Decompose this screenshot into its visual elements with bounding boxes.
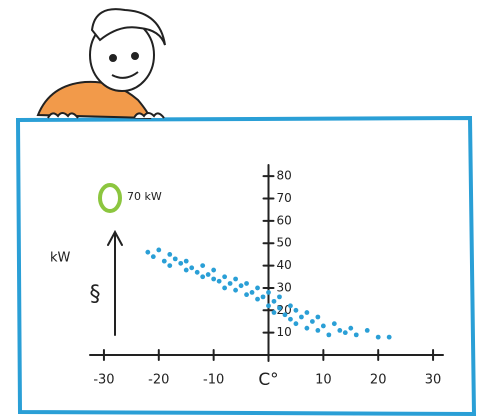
point [271, 310, 277, 315]
point [260, 294, 266, 300]
point [309, 319, 315, 324]
point [200, 263, 206, 268]
point [375, 334, 381, 340]
point [249, 290, 255, 295]
point [145, 249, 151, 255]
x-tick-label: -30 [93, 373, 114, 388]
point [161, 258, 167, 264]
point [271, 298, 277, 304]
up-arrow [107, 229, 123, 336]
point [266, 290, 271, 295]
point [183, 267, 189, 273]
point [364, 328, 370, 333]
point [183, 258, 189, 264]
point [348, 325, 354, 331]
point [216, 278, 222, 284]
x-tick-label: -10 [203, 373, 224, 388]
point [304, 325, 310, 331]
point [189, 265, 195, 271]
point [211, 276, 217, 282]
point [200, 274, 206, 280]
point [227, 281, 233, 286]
point [315, 314, 321, 320]
point [315, 328, 321, 333]
point [233, 287, 238, 293]
x-tick-label: 30 [425, 373, 442, 388]
point [222, 274, 228, 280]
point [277, 305, 282, 311]
point [255, 296, 260, 302]
boy-sketch [36, 8, 166, 120]
x-axis-label: C° [258, 370, 278, 390]
point [293, 307, 299, 313]
y-tick-label: 60 [277, 213, 292, 227]
y-tick-label: 30 [277, 280, 292, 294]
green-circle [98, 183, 122, 213]
y-tick-label: 80 [277, 169, 292, 183]
y-tick-label: 10 [277, 325, 292, 339]
point [337, 328, 343, 333]
x-tick-label: -20 [148, 373, 169, 388]
frame [15, 115, 477, 417]
y-tick-label: 50 [277, 236, 292, 250]
point [222, 285, 228, 291]
x-tick-label: 20 [370, 373, 387, 388]
point [299, 314, 304, 320]
point [277, 294, 282, 300]
point [238, 283, 244, 289]
point [304, 310, 310, 315]
y-tick-label: 70 [277, 191, 292, 205]
point [194, 269, 200, 275]
point [353, 332, 359, 338]
point [244, 292, 249, 298]
point [255, 285, 260, 291]
point [178, 260, 184, 266]
point [288, 303, 293, 309]
annotation: § [90, 282, 101, 307]
point [150, 254, 156, 260]
x-tick-label: 10 [315, 373, 332, 388]
point [266, 303, 271, 309]
point [293, 321, 299, 327]
annotation: 70 kW [127, 190, 162, 203]
point [167, 252, 173, 257]
point [156, 247, 162, 253]
point [244, 281, 249, 286]
point [167, 263, 173, 268]
point [205, 272, 211, 277]
point [282, 312, 288, 318]
point [288, 316, 293, 322]
y-tick-label: 40 [277, 258, 292, 272]
y-axis-label: kW [50, 251, 71, 266]
point [386, 334, 392, 340]
point [320, 323, 326, 329]
point [233, 276, 238, 282]
point [342, 330, 348, 336]
point [326, 332, 332, 338]
point [172, 256, 178, 262]
point [211, 267, 217, 273]
point [331, 321, 337, 327]
